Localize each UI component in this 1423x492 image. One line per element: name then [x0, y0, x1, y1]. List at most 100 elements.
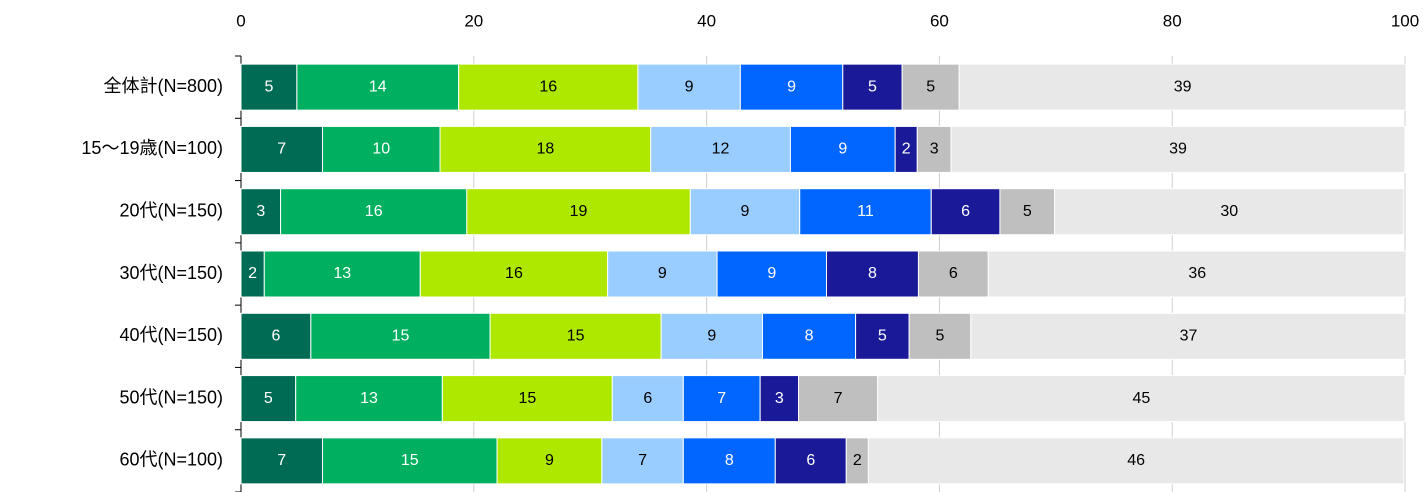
- data-label: 9: [545, 452, 554, 469]
- data-label: 6: [271, 328, 280, 345]
- bar-segment: [759, 375, 800, 423]
- bar-segment: [774, 437, 847, 485]
- data-label: 7: [834, 390, 843, 407]
- bar-segment: [958, 63, 1407, 111]
- data-label: 5: [868, 78, 877, 95]
- bar-segment: [650, 125, 791, 173]
- bar-segment: [240, 437, 323, 485]
- bar-segment: [321, 125, 441, 173]
- data-label: 46: [1127, 452, 1145, 469]
- data-label: 14: [369, 78, 387, 95]
- bar-segment: [716, 250, 827, 298]
- data-label: 15: [401, 452, 419, 469]
- data-label: 16: [539, 78, 557, 95]
- bar-segment: [419, 250, 609, 298]
- bar-segment: [240, 375, 297, 423]
- data-label: 8: [805, 328, 814, 345]
- data-label: 16: [505, 265, 523, 282]
- data-label: 9: [685, 78, 694, 95]
- bar-segment: [877, 375, 1406, 423]
- bar-segment: [930, 188, 1001, 236]
- data-label: 36: [1188, 265, 1206, 282]
- data-label: 8: [725, 452, 734, 469]
- x-tick-label: 60: [930, 11, 949, 30]
- bar-segment: [1054, 188, 1405, 236]
- data-label: 3: [775, 390, 784, 407]
- bar-segment: [999, 188, 1056, 236]
- data-label: 15: [518, 390, 536, 407]
- bar-segment: [689, 188, 801, 236]
- bar-segment: [240, 125, 323, 173]
- data-label: 9: [767, 265, 776, 282]
- data-label: 6: [643, 390, 652, 407]
- data-label: 3: [930, 141, 939, 158]
- bar-segment: [855, 312, 910, 360]
- data-label: 7: [277, 141, 286, 158]
- x-tick-label: 40: [697, 11, 716, 30]
- bar-segment: [660, 312, 763, 360]
- y-tick-label: 60代(N=100): [119, 450, 223, 470]
- data-label: 12: [712, 141, 730, 158]
- bar-segment: [441, 375, 613, 423]
- bar-segment: [439, 125, 652, 173]
- y-tick-label: 40代(N=150): [119, 325, 223, 345]
- y-tick-label: 50代(N=150): [119, 387, 223, 407]
- x-tick-label: 20: [464, 11, 483, 30]
- data-label: 5: [878, 328, 887, 345]
- bar-segment: [970, 312, 1407, 360]
- data-label: 11: [857, 203, 874, 220]
- data-label: 9: [838, 141, 847, 158]
- data-label: 5: [264, 78, 273, 95]
- data-label: 18: [536, 141, 554, 158]
- data-label: 19: [570, 203, 588, 220]
- data-label: 45: [1132, 390, 1150, 407]
- data-label: 9: [787, 78, 796, 95]
- bar-segment: [496, 437, 603, 485]
- bar-segment: [842, 63, 903, 111]
- data-label: 5: [936, 328, 945, 345]
- bar-segment: [458, 63, 639, 111]
- data-label: 7: [717, 390, 726, 407]
- bar-segment: [280, 188, 468, 236]
- data-label: 39: [1169, 141, 1187, 158]
- data-label: 7: [277, 452, 286, 469]
- bar-segment: [466, 188, 691, 236]
- bar-segment: [295, 375, 443, 423]
- bar-segment: [987, 250, 1407, 298]
- y-tick-label: 全体計(N=800): [103, 76, 223, 96]
- data-label: 13: [333, 265, 351, 282]
- data-label: 30: [1220, 203, 1238, 220]
- bar-segment: [901, 63, 960, 111]
- bar-segment: [789, 125, 896, 173]
- data-label: 13: [360, 390, 378, 407]
- bar-segment: [867, 437, 1405, 485]
- y-tick-label: 30代(N=150): [119, 263, 223, 283]
- data-label: 9: [741, 203, 750, 220]
- data-label: 10: [372, 141, 390, 158]
- data-label: 6: [949, 265, 958, 282]
- data-label: 15: [392, 328, 410, 345]
- x-tick-label: 80: [1163, 11, 1182, 30]
- bar-segment: [310, 312, 491, 360]
- data-label: 5: [264, 390, 273, 407]
- y-tick-label: 20代(N=150): [119, 200, 223, 220]
- data-label: 7: [638, 452, 647, 469]
- data-label: 3: [256, 203, 265, 220]
- data-label: 2: [248, 265, 257, 282]
- data-label: 2: [853, 452, 862, 469]
- bar-segment: [601, 437, 684, 485]
- data-label: 9: [658, 265, 667, 282]
- data-label: 15: [567, 328, 585, 345]
- data-label: 37: [1180, 328, 1198, 345]
- bar-segment: [917, 250, 989, 298]
- data-label: 5: [1023, 203, 1032, 220]
- bar-segment: [908, 312, 972, 360]
- bar-segment: [611, 375, 684, 423]
- x-tick-label: 100: [1391, 11, 1419, 30]
- bar-segment: [682, 437, 776, 485]
- x-tick-label: 0: [236, 11, 245, 30]
- data-label: 5: [926, 78, 935, 95]
- bar-segment: [607, 250, 718, 298]
- data-label: 9: [707, 328, 716, 345]
